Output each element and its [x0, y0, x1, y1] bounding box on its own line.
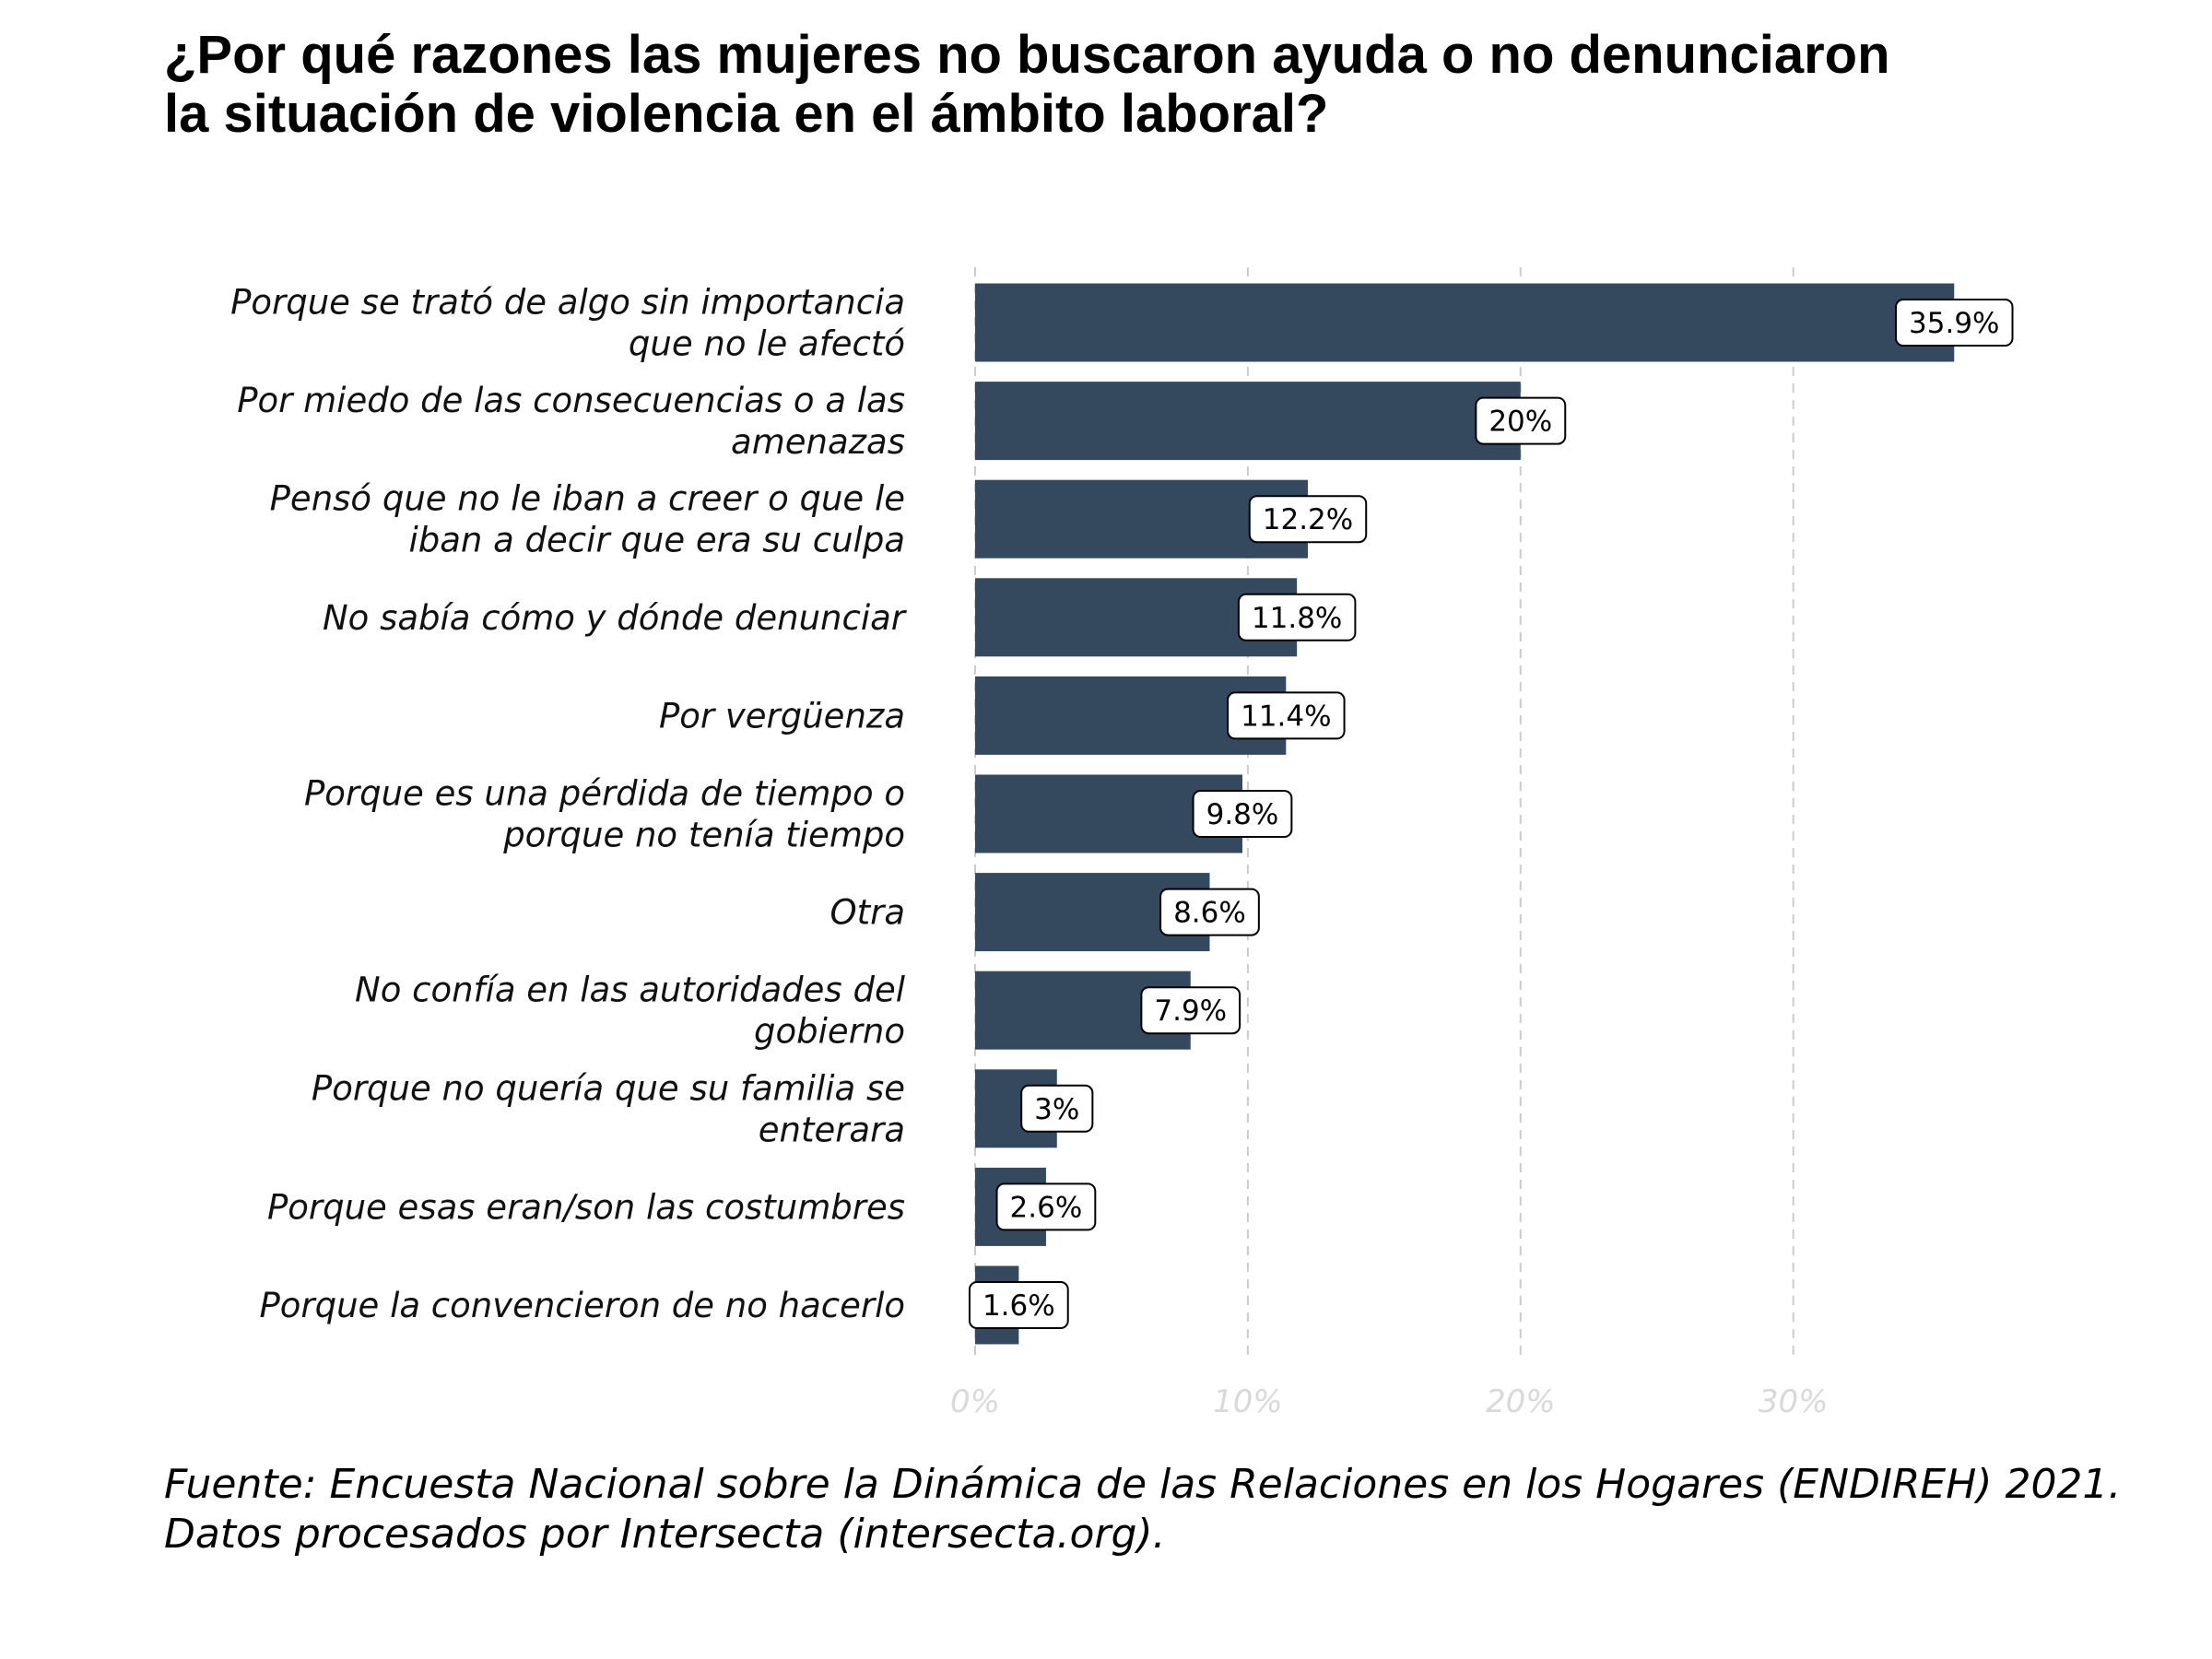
x-tick-label: 10% — [1213, 1383, 1283, 1420]
category-label: Porque no quería que su familia se — [312, 1068, 905, 1108]
data-label: 3% — [1020, 1084, 1094, 1133]
category-label: Por miedo de las consecuencias o a las — [237, 381, 905, 420]
x-tick-label: 20% — [1486, 1383, 1556, 1420]
data-label-text: 1.6% — [982, 1289, 1055, 1323]
data-label-box — [1248, 495, 1368, 544]
category-label: Porque esas eran/son las costumbres — [267, 1187, 905, 1227]
x-tick-label: 0% — [950, 1383, 1000, 1420]
x-axis-tick-labels: 0% 10% 20% 30% — [950, 1383, 1828, 1420]
data-label-text: 11.8% — [1252, 602, 1342, 635]
category-label: No confía en las autoridades del — [355, 971, 906, 1010]
category-label: iban a decir que era su culpa — [408, 521, 905, 560]
chart-title: ¿Por qué razones las mujeres no buscaron… — [164, 26, 2100, 144]
data-label-text: 11.4% — [1241, 700, 1331, 733]
data-label: 8.6% — [1159, 888, 1260, 936]
data-label-text: 20% — [1488, 406, 1552, 439]
data-label: 11.4% — [1227, 691, 1346, 740]
data-label-box — [1227, 691, 1346, 740]
category-label: Porque se trató de algo sin importancia — [230, 283, 905, 323]
data-label: 7.9% — [1140, 986, 1241, 1035]
source-caption: Fuente: Encuesta Nacional sobre la Dinám… — [164, 1460, 2192, 1559]
category-label: enterara — [759, 1110, 905, 1149]
data-label: 9.8% — [1192, 790, 1293, 838]
category-label: Pensó que no le iban a creer o que le — [270, 479, 905, 519]
category-label: porque no tenía tiempo — [502, 816, 905, 855]
data-label-box — [1192, 790, 1293, 838]
category-label: gobierno — [754, 1012, 905, 1052]
category-label: Por vergüenza — [659, 696, 905, 735]
data-label: 1.6% — [968, 1281, 1069, 1329]
category-label: amenazas — [731, 422, 905, 462]
bar — [975, 283, 1955, 362]
data-label-box — [968, 1281, 1069, 1329]
data-label: 11.8% — [1237, 593, 1357, 641]
data-label-text: 7.9% — [1154, 994, 1227, 1028]
category-label: Porque la convencieron de no hacerlo — [259, 1286, 905, 1325]
caption-line-1: Fuente: Encuesta Nacional sobre la Dinám… — [164, 1461, 2122, 1508]
data-label: 12.2% — [1248, 495, 1368, 544]
data-label-text: 8.6% — [1173, 897, 1246, 930]
bar — [975, 382, 1521, 461]
x-tick-label: 30% — [1759, 1383, 1829, 1420]
data-label-box — [1020, 1084, 1094, 1133]
data-label: 2.6% — [995, 1182, 1097, 1231]
caption-line-2: Datos procesados por Intersecta (interse… — [164, 1511, 1166, 1558]
data-label-text: 3% — [1034, 1093, 1079, 1126]
data-label-box — [1237, 593, 1357, 641]
category-label: Otra — [830, 893, 905, 933]
data-label-text: 2.6% — [1010, 1191, 1083, 1224]
chart-title-line-1: ¿Por qué razones las mujeres no buscaron… — [164, 25, 1890, 85]
data-label-box — [1140, 986, 1241, 1035]
data-label: 20% — [1475, 396, 1567, 445]
data-label-box — [995, 1182, 1097, 1231]
data-label-box — [1475, 396, 1567, 445]
category-labels: Porque se trató de algo sin importanciaq… — [230, 283, 908, 1326]
category-label: que no le afectó — [629, 324, 905, 364]
data-label: 35.9% — [1895, 299, 2014, 347]
bars — [975, 283, 1955, 1345]
data-label-text: 35.9% — [1909, 307, 1999, 340]
data-labels: 35.9% 20% 12.2% 11.8% 11.4% 9.8% 8.6% 7.9% 3% 2.6… — [968, 299, 2014, 1329]
data-label-box — [1895, 299, 2014, 347]
category-label: Porque es una pérdida de tiempo o — [304, 774, 905, 814]
data-label-text: 9.8% — [1206, 798, 1279, 831]
data-label-text: 12.2% — [1263, 503, 1353, 536]
category-label: No sabía cómo y dónde denunciar — [323, 598, 908, 638]
chart-title-line-2: la situación de violencia en el ámbito l… — [164, 84, 1329, 144]
data-label-box — [1159, 888, 1260, 936]
